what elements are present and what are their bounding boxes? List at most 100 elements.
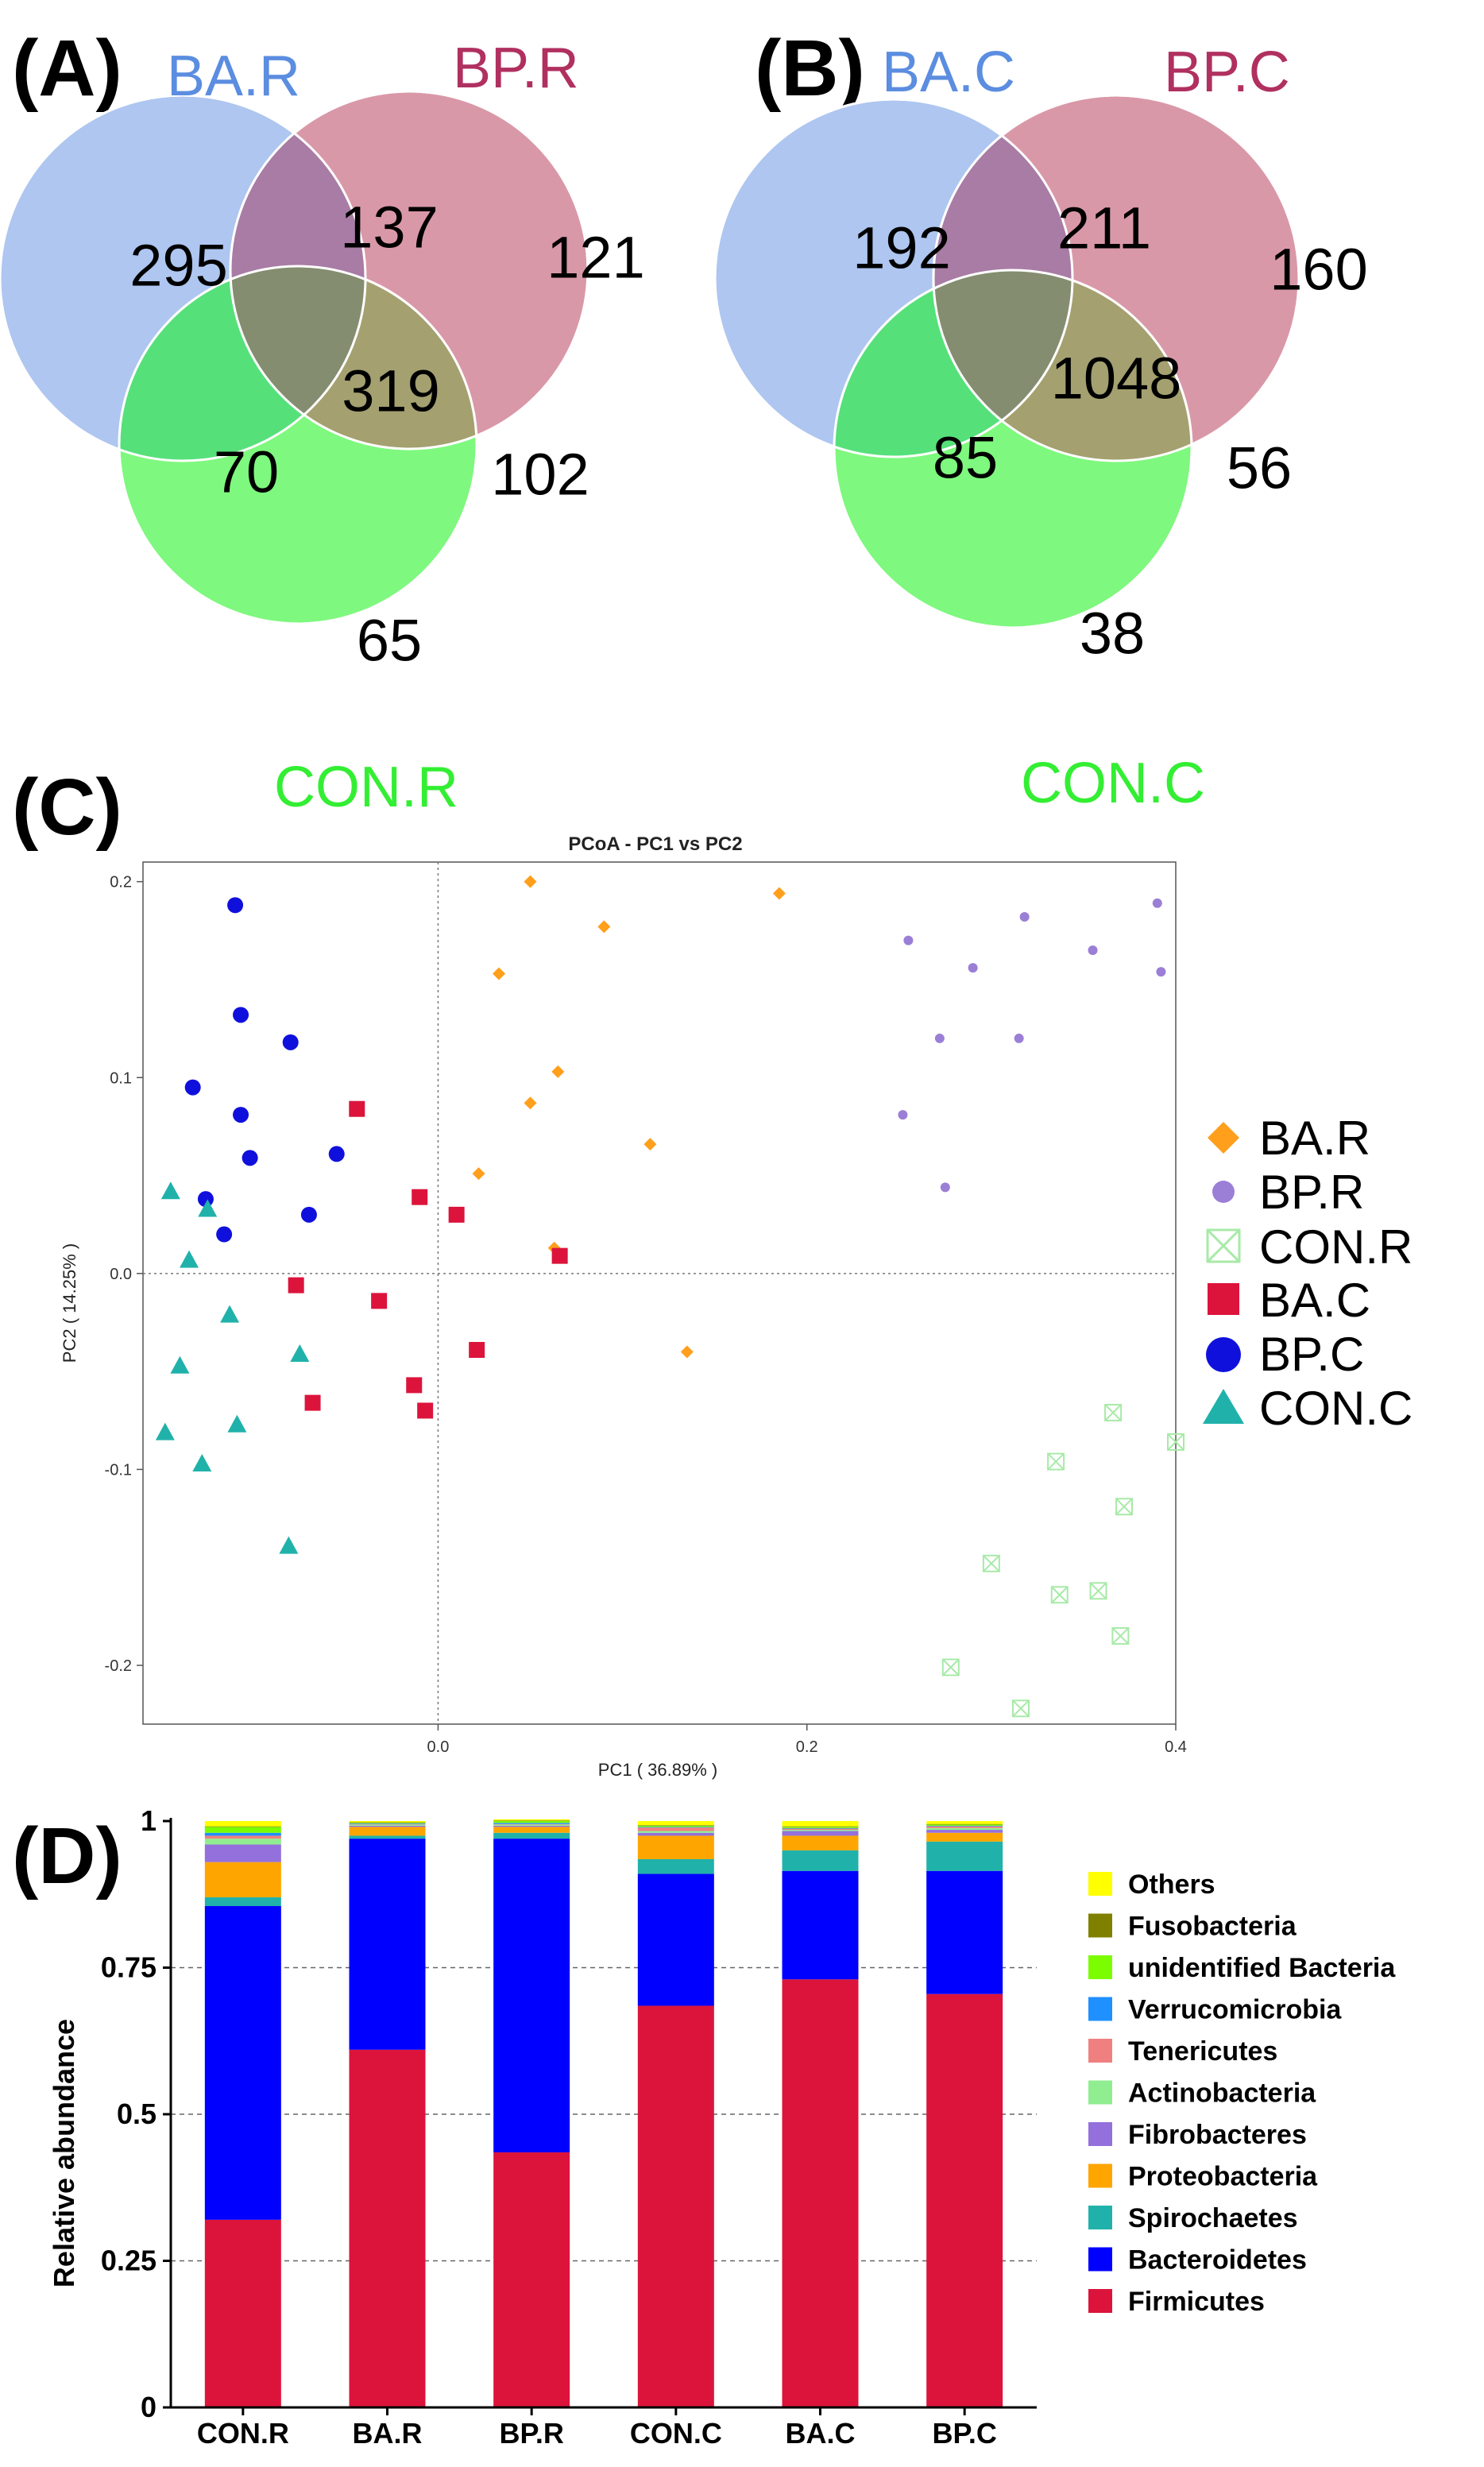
pcoa-point-ba-r [524,875,537,888]
venn-a-c-only: 65 [357,608,422,674]
venn-b-set-3-name: CON.C [1021,752,1205,815]
bar-segment-fibrobacteres [349,1825,426,1827]
pcoa-point-ba-c [469,1342,485,1359]
abundance-legend: Others Fusobacteria unidentified Bacteria V… [1088,1870,1396,2317]
venn-a-ab: 137 [340,195,438,261]
pcoa-point-ba-c [304,1394,321,1411]
bar-segment-actinobacteria [493,1824,570,1826]
pcoa-point-ba-r [524,1096,537,1110]
venn-b-b-only: 160 [1270,237,1367,303]
venn-a-bc: 102 [491,442,589,508]
pcoa-point-con-r [1089,1582,1107,1600]
bar-segment-actinobacteria [782,1830,859,1831]
legend-label-spirochaetes: Spirochaetes [1128,2203,1298,2233]
venn-b-ac: 85 [933,425,998,491]
venn-a-ac: 70 [214,439,279,505]
legend-swatch-actinobacteria [1088,2080,1112,2105]
bar-segment-others [204,1821,281,1827]
legend-marker-ba-r [1208,1122,1239,1154]
pcoa-point-con-c [155,1422,175,1440]
bar-segment-fibrobacteres [782,1831,859,1836]
pcoa-point-con-c [170,1355,190,1374]
legend-label-tenericutes: Tenericutes [1128,2036,1277,2067]
pcoa-point-bp-r [1088,945,1098,955]
pcoa-point-ba-c [406,1377,423,1394]
pcoa-point-con-r [982,1554,1000,1572]
pcoa-point-con-r [1012,1699,1030,1718]
pcoa-ytick-label: 0.2 [110,874,132,891]
pcoa-ytick-label: -0.2 [105,1657,132,1675]
pcoa-point-bp-c [233,1107,249,1123]
legend-marker-ba-c [1208,1283,1239,1315]
pcoa-point-con-c [279,1536,299,1554]
bar-segment-verrucomicrobia [926,1825,1003,1827]
pcoa-ylabel: PC2 ( 14.25% ) [60,1243,79,1363]
bar-segment-bacteroidetes [349,1839,426,2050]
bar-segment-spirochaetes [926,1841,1003,1871]
legend-label-others: Others [1128,1870,1215,1900]
pcoa-point-con-c [160,1181,180,1200]
pcoa-point-bp-c [300,1206,317,1223]
pcoa-point-bp-r [934,1033,945,1043]
pcoa-point-con-r [1115,1498,1133,1516]
pcoa-point-bp-c [197,1191,214,1208]
pcoa-point-bp-r [968,963,978,973]
pcoa-point-con-c [180,1250,199,1268]
legend-marker-con-r [1206,1228,1241,1263]
legend-marker-con-c [1203,1389,1244,1424]
pcoa-point-con-c [290,1344,310,1362]
pcoa-ytick-label: -0.1 [105,1461,132,1479]
bar-category-label: BA.C [786,2417,856,2450]
pcoa-point-ba-c [371,1293,388,1309]
pcoa-xlabel: PC1 ( 36.89% ) [598,1760,717,1780]
bar-segment-tenericutes [493,1823,570,1825]
pcoa-point-ba-c [551,1247,568,1264]
bar-segment-fibrobacteres [493,1825,570,1827]
bar-segment-bacteroidetes [782,1870,859,1980]
legend-label-bacteroidetes: Bacteroidetes [1128,2245,1307,2276]
pcoa-point-con-r [1050,1586,1069,1604]
venn-a-a-only: 295 [129,233,227,299]
bar-category-label: BP.C [932,2417,996,2450]
bar-segment-unidentified-bacteria [204,1827,281,1833]
pcoa-point-ba-c [349,1100,365,1117]
legend-swatch-proteobacteria [1088,2163,1112,2188]
legend-label-ba-c: BA.C [1259,1274,1370,1327]
bar-segment-actinobacteria [204,1839,281,1845]
venn-b-bc: 56 [1227,435,1292,501]
legend-label-fibrobacteres: Fibrobacteres [1128,2120,1307,2150]
bar-segment-proteobacteria [493,1827,570,1833]
pcoa-point-ba-c [448,1206,465,1223]
panel-label-a: (A) [12,24,122,113]
bar-segment-tenericutes [349,1823,426,1825]
pcoa-point-ba-c [412,1189,428,1205]
legend-label-con-c: CON.C [1259,1382,1413,1435]
bar-segment-firmicutes [637,2005,714,2407]
venn-b-set-1-name: BA.C [882,41,1015,104]
bar-segment-verrucomicrobia [782,1827,859,1829]
pcoa-point-con-c [227,1414,247,1433]
pcoa-point-con-c [192,1454,212,1472]
pcoa-ytick-label: 0.1 [110,1069,132,1087]
pcoa-point-con-r [1111,1627,1130,1645]
pcoa-point-ba-r [472,1167,485,1181]
bar-ytick-label: 0.75 [101,1951,157,1984]
bar-ytick-label: 0.5 [117,2098,157,2130]
bar-segment-bacteroidetes [493,1839,570,2152]
pcoa-point-bp-c [227,897,244,914]
bar-segment-tenericutes [926,1826,1003,1828]
venn-a-abc: 319 [342,358,439,424]
bar-category-label: BA.R [353,2417,423,2450]
pcoa-point-bp-c [282,1034,299,1050]
bar-ytick-label: 0 [141,2391,157,2423]
venn-b-ab: 211 [1057,195,1151,261]
bar-segment-unidentified-bacteria [926,1824,1003,1826]
bar-segment-others [782,1821,859,1827]
bar-segment-spirochaetes [493,1832,570,1839]
pcoa-point-con-r [1104,1403,1123,1421]
bar-segment-spirochaetes [204,1897,281,1907]
pcoa-ytick-label: 0.0 [110,1266,132,1283]
pcoa-point-bp-c [242,1150,258,1166]
